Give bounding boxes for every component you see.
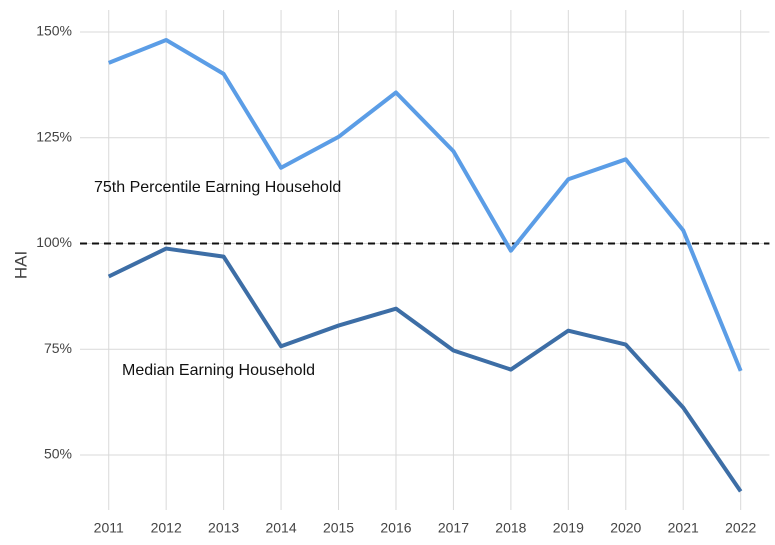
x-tick-label: 2015: [323, 520, 354, 536]
x-tick-label: 2014: [265, 520, 296, 536]
x-tick-label: 2020: [610, 520, 641, 536]
x-tick-label: 2018: [495, 520, 526, 536]
y-axis-label: HAI: [11, 251, 30, 279]
x-tick-label: 2021: [668, 520, 699, 536]
x-tick-label: 2012: [151, 520, 182, 536]
y-tick-label: 150%: [36, 23, 72, 39]
y-tick-label: 100%: [36, 234, 72, 250]
x-tick-label: 2013: [208, 520, 239, 536]
series-line: [107, 246, 743, 493]
series-line: [107, 38, 743, 372]
x-tick-label: 2022: [725, 520, 756, 536]
x-tick-label: 2011: [94, 520, 124, 536]
x-tick-label: 2016: [380, 520, 411, 536]
y-tick-label: 50%: [44, 446, 72, 462]
y-tick-label: 75%: [44, 340, 72, 356]
x-tick-label: 2019: [553, 520, 584, 536]
series-label: Median Earning Household: [122, 362, 315, 379]
x-tick-label: 2017: [438, 520, 469, 536]
series-label: 75th Percentile Earning Household: [94, 179, 341, 196]
y-tick-label: 125%: [36, 128, 72, 144]
